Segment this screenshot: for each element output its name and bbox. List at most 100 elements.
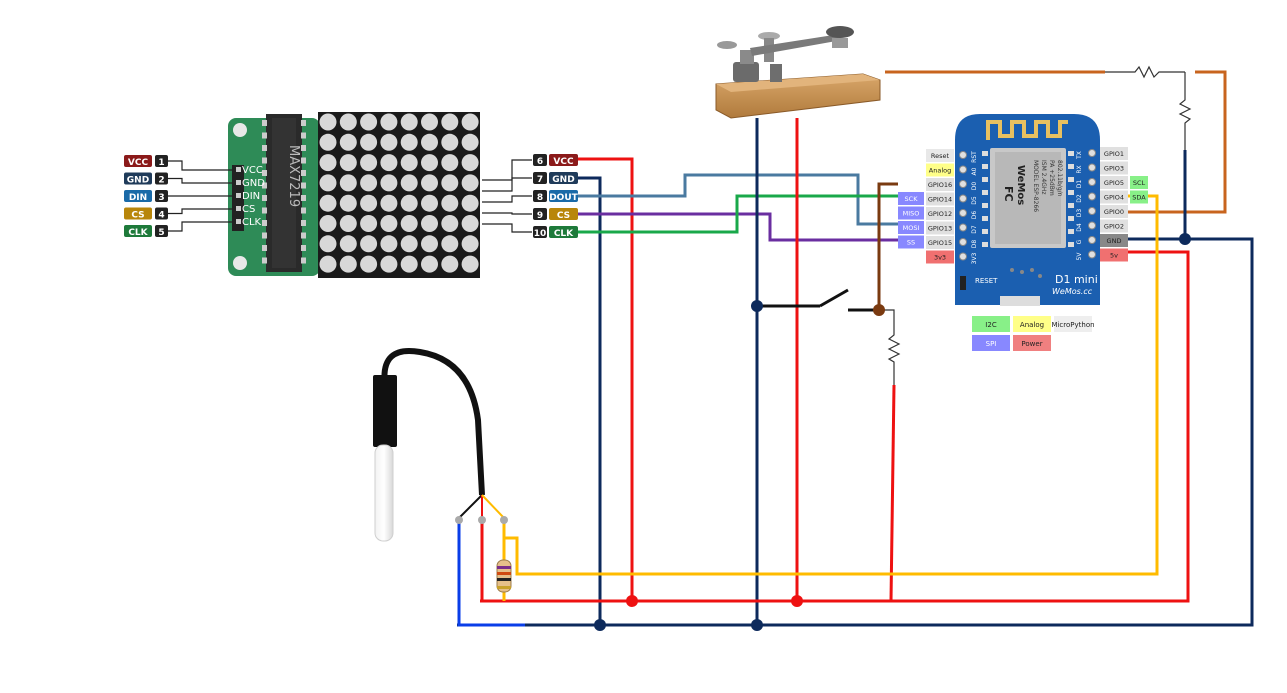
- smd-pad: [982, 242, 988, 247]
- led: [380, 255, 398, 273]
- pin-leader: [168, 177, 234, 184]
- brand-title: D1 mini: [1055, 273, 1098, 286]
- wire-gpio16: [877, 182, 898, 310]
- pin-number-badge: [533, 226, 547, 238]
- pin-number-badge: [533, 154, 547, 166]
- led: [461, 174, 479, 192]
- gpio-label-bg: [926, 192, 954, 206]
- led: [421, 194, 438, 212]
- led: [461, 113, 479, 131]
- chip-pin: [262, 157, 267, 164]
- gpio-label: 3v3: [934, 254, 946, 262]
- module-silkscreen: PA +25dBm: [1048, 160, 1055, 196]
- led: [441, 194, 459, 212]
- chip-pin: [301, 132, 306, 139]
- led: [360, 133, 378, 151]
- pin-name: VCC: [128, 158, 149, 168]
- gpio-label: GPIO14: [928, 196, 952, 204]
- pin-number-badge: [155, 207, 168, 220]
- led: [380, 154, 398, 172]
- pin-hole: [1088, 178, 1096, 186]
- header-pin: [236, 180, 241, 185]
- board-pin-label: D5: [971, 196, 978, 205]
- gpio-label: 5v: [1110, 252, 1118, 260]
- legend-label: I2C: [985, 321, 997, 329]
- gpio-label: GPIO2: [1104, 223, 1124, 231]
- led: [441, 174, 459, 192]
- fc-mark: FC: [1002, 186, 1015, 202]
- pin-leader: [482, 159, 532, 181]
- resistor-top: [1105, 65, 1185, 79]
- led: [319, 235, 337, 253]
- gpio-label-bg: [1100, 248, 1128, 262]
- junction-dot: [791, 595, 803, 607]
- smd-pad: [982, 216, 988, 221]
- chip-pin: [301, 145, 306, 151]
- led: [441, 113, 459, 131]
- wires: [457, 65, 1254, 627]
- matrix-pcb-pin-label: VCC: [242, 165, 263, 176]
- smd-pad: [982, 151, 988, 156]
- led: [461, 194, 479, 212]
- i2c-label: SCL: [1133, 179, 1146, 187]
- gpio-label: GPIO1: [1104, 150, 1124, 158]
- led: [421, 255, 438, 273]
- pin-leader: [482, 212, 532, 215]
- led: [441, 235, 459, 253]
- wire-switch-red: [889, 384, 896, 602]
- led: [339, 113, 357, 131]
- pin-leader: [482, 177, 532, 192]
- spi-label: MISO: [903, 210, 920, 218]
- chip-pin: [301, 157, 306, 164]
- junction-dot: [873, 304, 885, 316]
- pin-name-badge: [124, 172, 152, 185]
- pin-number-badge: [533, 208, 547, 220]
- resistor-vertical: [1178, 72, 1192, 150]
- led: [421, 215, 438, 232]
- pin-name-badge: [549, 172, 578, 184]
- pin-leader: [168, 221, 234, 232]
- gpio-label-bg: [1100, 176, 1128, 189]
- gpio-label-bg: [926, 250, 954, 264]
- telegraph-key: [715, 26, 881, 119]
- pin-legend: I2C Analog MicroPython SPI Power: [972, 316, 1095, 351]
- matrix-left-pins: VCC 1 GND 2 DIN 3 CS 4 CLK 5: [124, 155, 234, 238]
- pin-hole: [959, 223, 967, 232]
- led: [380, 174, 398, 192]
- pin-number-badge: [155, 225, 168, 237]
- pin-name: GND: [127, 176, 149, 186]
- smd-pad: [1068, 229, 1074, 234]
- board-pin-label: D2: [1076, 194, 1083, 203]
- legend-label: SPI: [986, 340, 997, 348]
- smd-pad: [1068, 216, 1074, 221]
- chip-pin: [301, 195, 306, 201]
- led: [319, 113, 337, 131]
- pin-name-badge: [124, 155, 152, 167]
- pin-hole: [959, 165, 967, 174]
- pin-hole: [959, 151, 967, 159]
- pin-name-badge: [549, 154, 578, 166]
- pin-number: 3: [158, 193, 164, 203]
- gpio-label-bg: [1100, 161, 1128, 175]
- gpio-label: GPIO16: [928, 181, 952, 189]
- matrix-pcb-pin-label: CLK: [242, 217, 262, 228]
- pin-hole: [959, 180, 967, 188]
- pin-leader: [482, 223, 532, 233]
- legend-swatch: [1054, 316, 1092, 332]
- pin-number-badge: [155, 155, 168, 167]
- pin-name-badge: [124, 207, 152, 220]
- probe-handle: [373, 375, 397, 447]
- legend-label: Analog: [1020, 321, 1044, 329]
- led: [400, 133, 418, 151]
- gpio-label: GPIO12: [928, 210, 952, 218]
- pin-number-badge: [155, 190, 168, 202]
- led: [339, 235, 357, 253]
- smd-pad: [982, 190, 988, 195]
- gpio-label: Analog: [929, 167, 951, 175]
- chip-pin: [262, 257, 267, 264]
- pin-name: CS: [557, 211, 570, 221]
- smd-pad: [982, 203, 988, 208]
- led: [441, 215, 459, 232]
- smd-pad: [1068, 203, 1074, 208]
- module-silkscreen: ISM 2.4GHz: [1040, 160, 1047, 195]
